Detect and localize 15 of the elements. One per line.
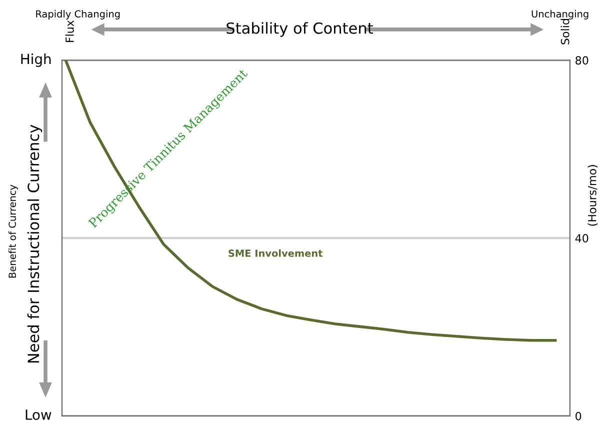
text: Low <box>26 410 52 420</box>
x-axis-title: Stability of Content <box>226 22 373 37</box>
text: High <box>21 53 51 67</box>
text: Rapidly Changing <box>36 10 120 20</box>
annotation: SME Involvement <box>228 249 323 257</box>
text: Solid <box>560 19 570 44</box>
y-axis-title: (Hours/mo) <box>588 165 598 226</box>
line-series <box>64 60 557 342</box>
y-tick-label: 0 <box>576 412 582 420</box>
text: Flux <box>65 20 74 42</box>
text: Benefit of Currency <box>8 184 18 278</box>
y-tick-label: 80 <box>576 56 588 65</box>
y-tick-label: 40 <box>575 234 588 242</box>
text: Unchanging <box>532 10 588 20</box>
text: Need for Instructional Currency <box>27 124 42 363</box>
